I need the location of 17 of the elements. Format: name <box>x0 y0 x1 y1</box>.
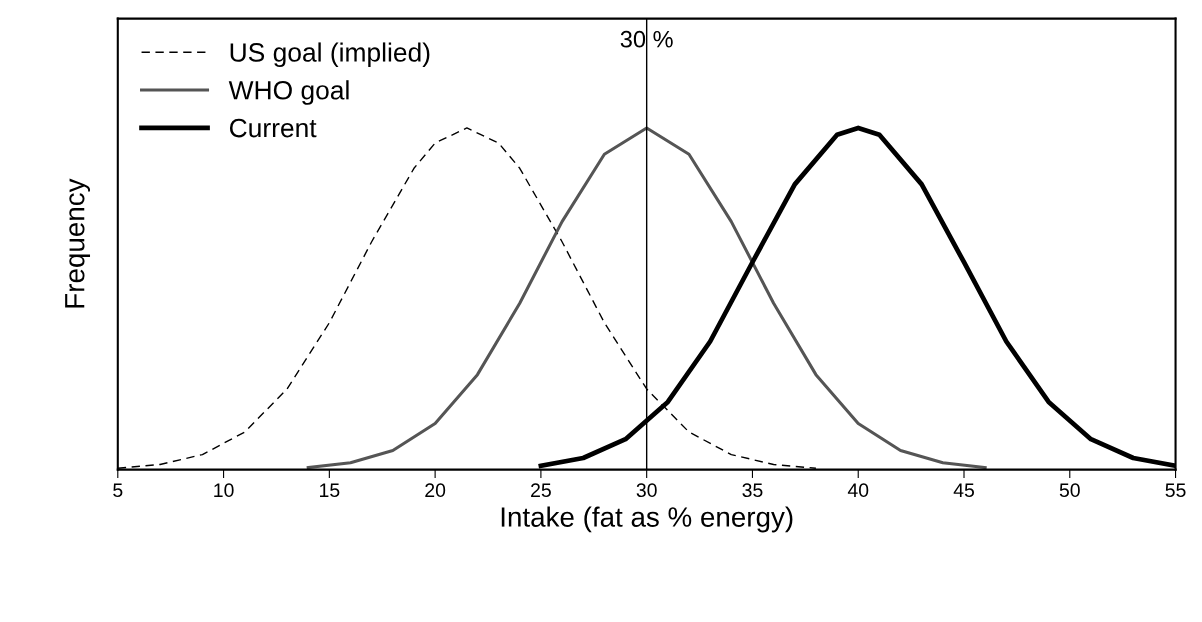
legend-label: Current <box>229 118 317 138</box>
x-axis-title: Intake (fat as % energy) <box>501 506 793 533</box>
x-tick-label: 35 <box>742 483 763 498</box>
x-tick-label: 55 <box>1165 483 1186 498</box>
x-tick-label: 5 <box>113 483 123 498</box>
x-tick-label: 50 <box>1059 483 1080 498</box>
x-tick-label: 25 <box>531 483 551 498</box>
legend-label: WHO goal <box>228 80 349 105</box>
x-tick-label: 45 <box>953 483 974 498</box>
x-tick-label: 15 <box>320 483 340 498</box>
legend-label: US goal (implied) <box>230 42 430 68</box>
x-tick-label: 20 <box>425 483 446 498</box>
x-tick-label: 40 <box>847 483 869 498</box>
y-axis-title: Frequency <box>65 178 91 308</box>
ref-line-label: 30 % <box>620 30 673 48</box>
x-tick-label: 30 <box>636 483 657 498</box>
x-tick-label: 10 <box>214 483 234 498</box>
